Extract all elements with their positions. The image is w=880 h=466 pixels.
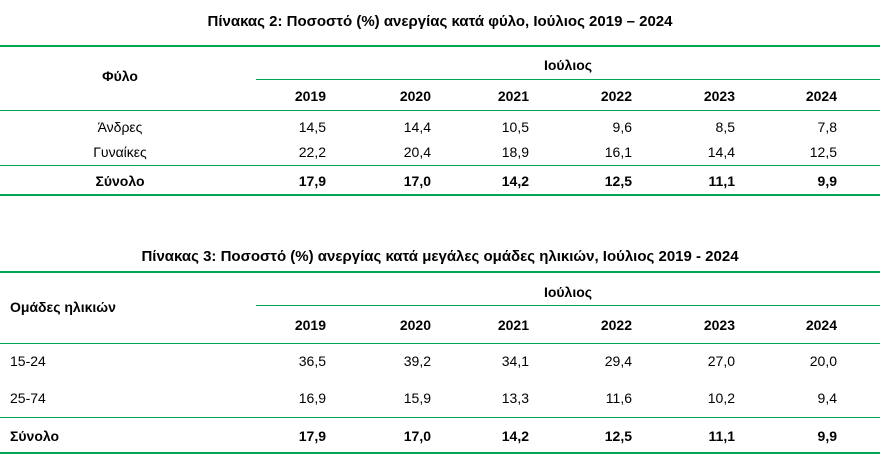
table2-total-rule [0,165,880,166]
table2-cell: 18,9 [501,144,529,160]
table3-total-label: Σύνολο [10,428,60,444]
table3-bottom-rule [0,452,880,454]
table3-cell: 34,1 [501,353,529,369]
table2-header-rule [0,110,880,111]
table2-cell: 20,4 [403,144,431,160]
table3-row-label: 15-24 [10,353,46,369]
table3-total-cell: 11,1 [708,428,735,444]
table2-cell: 12,5 [809,144,837,160]
table2-row-label: Γυναίκες [93,144,147,160]
table3-year-2024: 2024 [805,317,837,333]
table2-row-label: Άνδρες [97,119,143,135]
table2-year-2020: 2020 [399,88,431,104]
table2-total-cell: 17,0 [403,173,431,189]
table3-cell: 36,5 [298,353,326,369]
table3-row-header: Ομάδες ηλικιών [10,299,116,315]
table3-cell: 20,0 [809,353,837,369]
table3-year-2020: 2020 [399,317,431,333]
table2-cell: 9,6 [612,119,632,135]
table2-cell: 10,5 [501,119,529,135]
table3-total-cell: 12,5 [604,428,632,444]
table2-group-rule [256,79,880,80]
table3-total-cell: 17,0 [403,428,431,444]
table2-cell: 14,4 [403,119,431,135]
table2-row-header: Φύλο [102,68,138,84]
table3-row-label: 25-74 [10,390,46,406]
table3-total-cell: 9,9 [817,428,837,444]
table3-total-cell: 17,9 [298,428,326,444]
table3-top-rule [0,271,880,273]
table2-total-cell: 14,2 [501,173,529,189]
table3-year-2023: 2023 [703,317,735,333]
table3-group-rule [256,305,880,306]
table3-cell: 16,9 [298,390,326,406]
table3-cell: 11,6 [605,390,632,406]
table3-cell: 13,3 [501,390,529,406]
table3-year-2021: 2021 [497,317,529,333]
table2-cell: 8,5 [715,119,735,135]
table3-year-2019: 2019 [294,317,326,333]
table2-total-cell: 12,5 [604,173,632,189]
table2-title: Πίνακας 2: Ποσοστό (%) ανεργίας κατά φύλ… [207,13,673,30]
table3-cell: 15,9 [403,390,431,406]
table2-year-2021: 2021 [497,88,529,104]
table3-cell: 9,4 [817,390,837,406]
table2-bottom-rule [0,194,880,196]
table3-total-cell: 14,2 [501,428,529,444]
table2-year-2022: 2022 [600,88,632,104]
table3-cell: 39,2 [403,353,431,369]
table2-total-label: Σύνολο [95,173,145,189]
table3-title: Πίνακας 3: Ποσοστό (%) ανεργίας κατά μεγ… [141,248,739,265]
table2-cell: 22,2 [298,144,326,160]
table2-year-2023: 2023 [703,88,735,104]
table2-year-2019: 2019 [294,88,326,104]
table2-total-cell: 9,9 [817,173,837,189]
table3-group-header: Ιούλιος [543,284,593,300]
table3-header-rule [0,343,880,344]
table2-year-2024: 2024 [805,88,837,104]
table2-cell: 16,1 [604,144,632,160]
table2-total-cell: 11,1 [708,173,735,189]
table3-total-rule [0,417,880,418]
table2-group-header: Ιούλιος [543,57,593,73]
table3-year-2022: 2022 [600,317,632,333]
table3-cell: 29,4 [604,353,632,369]
table2-cell: 14,5 [298,119,326,135]
table3-cell: 10,2 [707,390,735,406]
table2-cell: 14,4 [707,144,735,160]
table2-total-cell: 17,9 [298,173,326,189]
table2-top-rule [0,45,880,47]
table2-cell: 7,8 [817,119,837,135]
table3-cell: 27,0 [707,353,735,369]
